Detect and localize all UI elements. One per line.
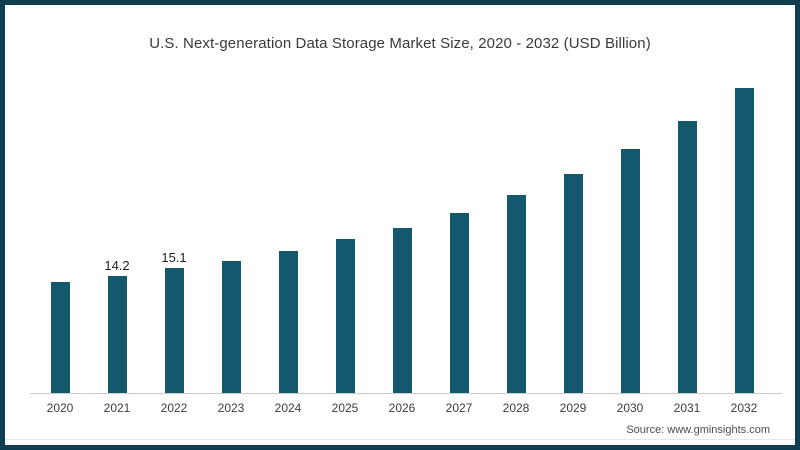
x-tick-label-2023: 2023 xyxy=(217,401,245,415)
plot-area: 2020 2021 14.2 2022 15.1 2023 2024 2025 2026 2027… xyxy=(5,5,795,445)
x-tick-label-2025: 2025 xyxy=(331,401,359,415)
bar-2029 xyxy=(563,174,583,393)
bar-2031 xyxy=(677,121,697,393)
bar-value-label-2021: 14.2 xyxy=(104,258,130,273)
x-tick-label-2032: 2032 xyxy=(730,401,758,415)
x-tick-label-2027: 2027 xyxy=(445,401,473,415)
x-tick-label-2029: 2029 xyxy=(559,401,587,415)
x-tick-label-2026: 2026 xyxy=(388,401,416,415)
x-tick-label-2031: 2031 xyxy=(673,401,701,415)
x-axis-line xyxy=(30,393,782,394)
bar-2028 xyxy=(506,195,526,393)
bar-value-label-2022: 15.1 xyxy=(161,250,187,265)
bar-2026 xyxy=(392,228,412,393)
source-attribution: Source: www.gminsights.com xyxy=(626,424,770,436)
x-tick-label-2024: 2024 xyxy=(274,401,302,415)
x-tick-label-2030: 2030 xyxy=(616,401,644,415)
bar-2024 xyxy=(278,251,298,393)
x-tick-label-2022: 2022 xyxy=(160,401,188,415)
x-tick-label-2021: 2021 xyxy=(103,401,131,415)
chart-title: U.S. Next-generation Data Storage Market… xyxy=(149,35,651,52)
bar-2027 xyxy=(449,213,469,393)
x-tick-label-2028: 2028 xyxy=(502,401,530,415)
bar-2022 xyxy=(164,268,184,393)
bar-2030 xyxy=(620,149,640,393)
x-tick-label-2020: 2020 xyxy=(46,401,74,415)
bar-2020 xyxy=(50,282,70,393)
bar-2021 xyxy=(107,276,127,393)
bar-2032 xyxy=(734,88,754,393)
bar-2023 xyxy=(221,261,241,393)
bar-2025 xyxy=(335,239,355,393)
footer-divider xyxy=(5,439,795,440)
